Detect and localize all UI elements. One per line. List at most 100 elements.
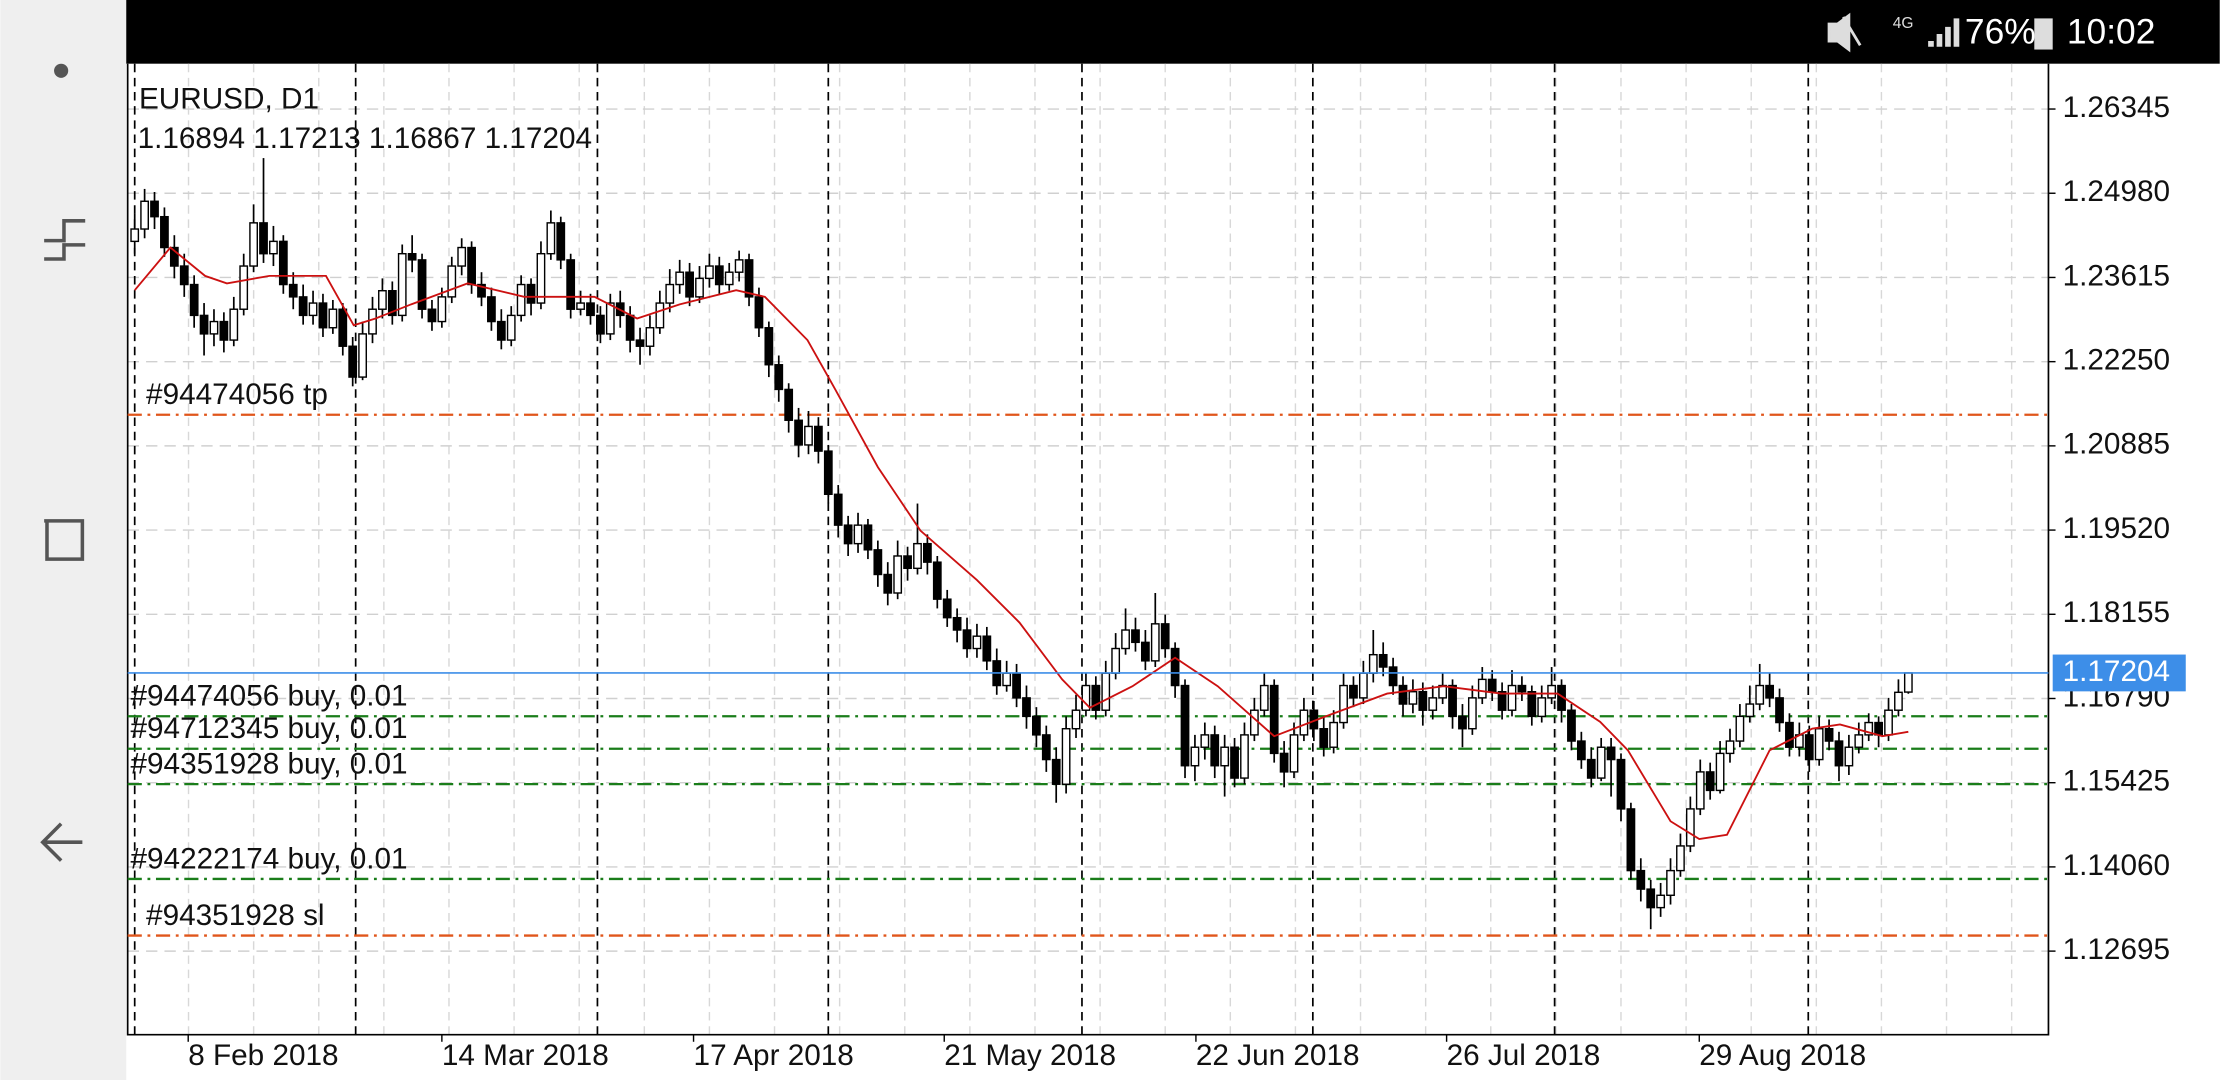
candle-body	[1854, 734, 1864, 748]
candle-body	[1220, 746, 1230, 767]
candle-body	[724, 271, 734, 286]
candle-body	[1368, 653, 1378, 674]
candle-body	[1121, 629, 1130, 650]
candle-body	[1210, 734, 1220, 767]
candle-body	[1329, 721, 1339, 748]
candle-body	[635, 339, 645, 347]
candle-body	[1636, 869, 1646, 890]
candle-body	[1616, 758, 1626, 810]
candle-body	[1388, 666, 1398, 687]
y-tick-label: 1.18155	[2063, 596, 2170, 629]
candle-body	[298, 296, 308, 317]
candle-body	[1894, 691, 1903, 711]
candle-body	[863, 524, 873, 551]
candle-body	[1071, 709, 1081, 730]
y-tick-label: 1.20885	[2063, 428, 2170, 461]
candle-body	[140, 200, 149, 230]
candle-body	[378, 290, 387, 310]
x-tick-label: 29 Aug 2018	[1699, 1039, 1866, 1072]
candle-body	[655, 302, 665, 329]
candle-body	[754, 296, 764, 329]
candle-body	[1051, 758, 1061, 785]
candle-body	[685, 271, 694, 298]
candle-body	[199, 314, 209, 335]
candle-body	[833, 493, 843, 526]
y-tick-label: 1.26345	[2063, 91, 2170, 124]
candle-body	[586, 302, 595, 317]
candle-body	[1289, 734, 1299, 773]
y-tick-label: 1.24980	[2063, 175, 2170, 208]
candle-body	[427, 308, 437, 323]
candle-body	[1824, 728, 1834, 742]
candle-body	[1150, 623, 1160, 662]
candle-body	[556, 222, 566, 261]
candle-body	[823, 450, 833, 496]
candle-body	[1755, 684, 1765, 705]
candle-body	[1666, 869, 1675, 896]
candle-body	[744, 259, 754, 298]
candle-body	[1676, 845, 1685, 872]
bid-label: 1.17204	[2063, 655, 2170, 688]
candle-body	[1061, 728, 1071, 785]
candle-body	[1517, 684, 1527, 693]
order-label: #94222174 buy, 0.01	[130, 842, 407, 875]
candle-body	[1785, 721, 1794, 748]
back-button[interactable]	[40, 822, 83, 862]
candle-body	[1180, 684, 1190, 767]
candle-body	[1646, 888, 1656, 909]
candle-body	[308, 302, 318, 317]
candle-body	[1091, 684, 1101, 711]
candle-body	[516, 283, 526, 317]
candle-body	[1131, 629, 1140, 644]
nav-bar	[0, 0, 127, 1080]
y-tick-label: 1.14060	[2063, 849, 2170, 882]
candle-body	[1458, 715, 1467, 730]
candle-body	[883, 573, 893, 594]
candle-body	[1339, 684, 1348, 724]
candle-body	[269, 240, 278, 255]
candle-body	[1002, 672, 1012, 687]
mute-icon	[1827, 12, 1862, 53]
candle-body	[1804, 734, 1814, 761]
candle-body	[1487, 678, 1497, 693]
candle-body	[496, 320, 506, 341]
candle-body	[645, 327, 655, 347]
candle-body	[457, 246, 467, 267]
candle-body	[1705, 771, 1715, 792]
candle-body	[179, 265, 189, 286]
candle-body	[665, 283, 675, 304]
candle-body	[605, 302, 615, 335]
y-tick-label: 1.12695	[2063, 933, 2170, 966]
y-tick-label: 1.22250	[2063, 344, 2170, 377]
candle-body	[387, 290, 397, 317]
candle-body	[229, 308, 239, 341]
candle-body	[1735, 715, 1745, 742]
candle-body	[853, 524, 863, 545]
candle-body	[407, 252, 417, 261]
home-button[interactable]	[44, 519, 85, 561]
candle-body	[1725, 740, 1735, 755]
candle-body	[576, 302, 585, 310]
clock: 10:02	[2067, 12, 2156, 51]
candle-body	[1140, 641, 1150, 662]
recent-apps-button[interactable]	[44, 219, 86, 261]
order-label: #94351928 buy, 0.01	[130, 748, 407, 781]
x-tick-label: 8 Feb 2018	[188, 1039, 338, 1072]
signal-icon	[1928, 18, 1960, 47]
candle-body	[1081, 684, 1091, 711]
candle-body	[338, 308, 348, 347]
order-label: #94474056 tp	[146, 378, 328, 411]
candle-body	[1022, 697, 1031, 718]
candle-body	[1012, 672, 1021, 699]
order-label: #94351928 sl	[146, 899, 324, 932]
candle-body	[1656, 894, 1666, 909]
battery-percent: 76%	[1965, 12, 2036, 51]
candle-body	[1844, 746, 1854, 767]
candle-body	[1834, 740, 1844, 767]
y-tick-label: 1.19520	[2063, 512, 2170, 545]
x-tick-label: 14 Mar 2018	[442, 1039, 609, 1072]
candle-body	[1547, 684, 1557, 699]
candle-body	[467, 246, 476, 286]
nav-dot	[54, 63, 69, 78]
